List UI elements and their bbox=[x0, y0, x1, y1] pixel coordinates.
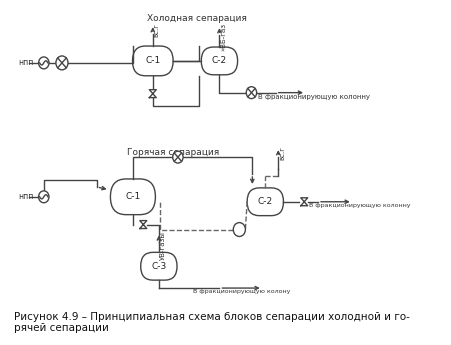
Text: Горячая сепарация: Горячая сепарация bbox=[127, 148, 219, 157]
Text: Холодная сепарация: Холодная сепарация bbox=[147, 14, 247, 23]
FancyBboxPatch shape bbox=[247, 188, 284, 216]
Circle shape bbox=[39, 57, 49, 69]
Text: С-2: С-2 bbox=[212, 56, 227, 66]
Text: В фракционирующую колону: В фракционирующую колону bbox=[193, 289, 291, 294]
Circle shape bbox=[233, 223, 245, 236]
FancyBboxPatch shape bbox=[133, 46, 173, 76]
Circle shape bbox=[56, 56, 68, 70]
FancyBboxPatch shape bbox=[141, 252, 177, 280]
Circle shape bbox=[173, 151, 183, 163]
Text: С-3: С-3 bbox=[151, 262, 166, 271]
Text: нпп: нпп bbox=[18, 192, 34, 201]
Text: УВ-газы: УВ-газы bbox=[160, 231, 166, 260]
Text: С-1: С-1 bbox=[125, 192, 141, 201]
Text: В фракционирующую колонну: В фракционирующую колонну bbox=[308, 203, 410, 208]
FancyBboxPatch shape bbox=[201, 47, 238, 75]
Text: Рисунок 4.9 – Принципиальная схема блоков сепарации холодной и го-
рячей сепарац: Рисунок 4.9 – Принципиальная схема блоко… bbox=[14, 312, 410, 334]
Text: вс.г: вс.г bbox=[279, 146, 285, 160]
Text: С-2: С-2 bbox=[258, 197, 273, 206]
Text: В фракционирующую колонну: В фракционирующую колонну bbox=[258, 93, 369, 100]
FancyBboxPatch shape bbox=[110, 179, 156, 215]
Text: »ВБ-газ: »ВБ-газ bbox=[220, 23, 226, 51]
Circle shape bbox=[246, 87, 257, 99]
Text: С-1: С-1 bbox=[145, 56, 161, 66]
Text: нпп: нпп bbox=[18, 58, 34, 67]
Circle shape bbox=[39, 191, 49, 203]
Text: вс.г: вс.г bbox=[154, 23, 160, 37]
